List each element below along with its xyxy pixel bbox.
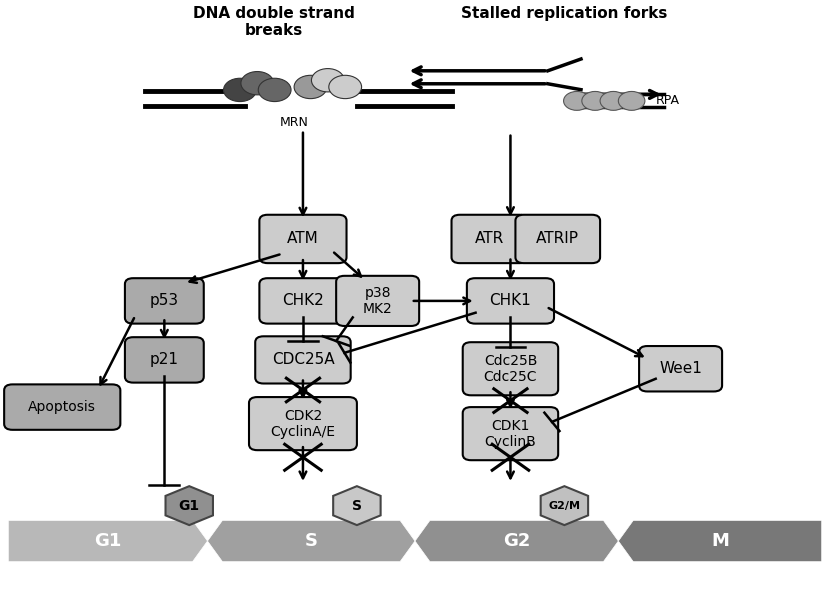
Text: G1: G1 — [95, 532, 121, 550]
Circle shape — [241, 71, 274, 95]
Text: CHK1: CHK1 — [490, 293, 531, 309]
Text: G2: G2 — [503, 532, 530, 550]
Text: ATM: ATM — [287, 231, 319, 247]
Polygon shape — [8, 520, 208, 562]
Text: RPA: RPA — [656, 94, 680, 107]
Circle shape — [329, 76, 362, 99]
Text: CHK2: CHK2 — [282, 293, 324, 309]
Text: CDK2
CyclinA/E: CDK2 CyclinA/E — [271, 408, 335, 439]
FancyBboxPatch shape — [336, 276, 419, 326]
Circle shape — [600, 91, 627, 110]
Polygon shape — [208, 520, 415, 562]
Polygon shape — [540, 486, 588, 525]
Circle shape — [294, 76, 327, 99]
Circle shape — [311, 68, 344, 92]
Text: Apoptosis: Apoptosis — [28, 400, 96, 414]
Text: MRN: MRN — [281, 116, 309, 129]
Text: p21: p21 — [150, 352, 178, 368]
Text: S: S — [352, 499, 362, 513]
Text: Stalled replication forks: Stalled replication forks — [461, 6, 667, 21]
FancyBboxPatch shape — [124, 278, 204, 323]
FancyBboxPatch shape — [260, 278, 347, 323]
Text: CDC25A: CDC25A — [271, 352, 334, 368]
Text: S: S — [305, 532, 318, 550]
Circle shape — [564, 91, 590, 110]
Text: ATR: ATR — [475, 231, 505, 247]
FancyBboxPatch shape — [515, 215, 600, 263]
FancyBboxPatch shape — [249, 397, 357, 450]
Circle shape — [582, 91, 608, 110]
FancyBboxPatch shape — [4, 385, 120, 430]
Polygon shape — [415, 520, 618, 562]
Text: G2/M: G2/M — [549, 501, 580, 510]
Text: p38
MK2: p38 MK2 — [363, 286, 393, 316]
Circle shape — [618, 91, 645, 110]
FancyBboxPatch shape — [124, 337, 204, 383]
Polygon shape — [618, 520, 822, 562]
Text: Wee1: Wee1 — [659, 361, 702, 376]
Polygon shape — [165, 486, 213, 525]
Circle shape — [223, 78, 256, 101]
FancyBboxPatch shape — [463, 407, 558, 460]
Text: Cdc25B
Cdc25C: Cdc25B Cdc25C — [484, 353, 537, 384]
FancyBboxPatch shape — [463, 342, 558, 395]
Text: ATRIP: ATRIP — [536, 231, 579, 247]
Polygon shape — [333, 486, 381, 525]
FancyBboxPatch shape — [452, 215, 528, 263]
Text: CDK1
CyclinB: CDK1 CyclinB — [485, 418, 536, 449]
Text: G1: G1 — [178, 499, 200, 513]
Text: DNA double strand
breaks: DNA double strand breaks — [193, 6, 355, 38]
FancyBboxPatch shape — [256, 336, 350, 384]
Text: M: M — [711, 532, 729, 550]
FancyBboxPatch shape — [260, 215, 347, 263]
FancyBboxPatch shape — [639, 346, 722, 392]
Text: p53: p53 — [149, 293, 179, 309]
FancyBboxPatch shape — [466, 278, 554, 323]
Circle shape — [258, 78, 291, 101]
